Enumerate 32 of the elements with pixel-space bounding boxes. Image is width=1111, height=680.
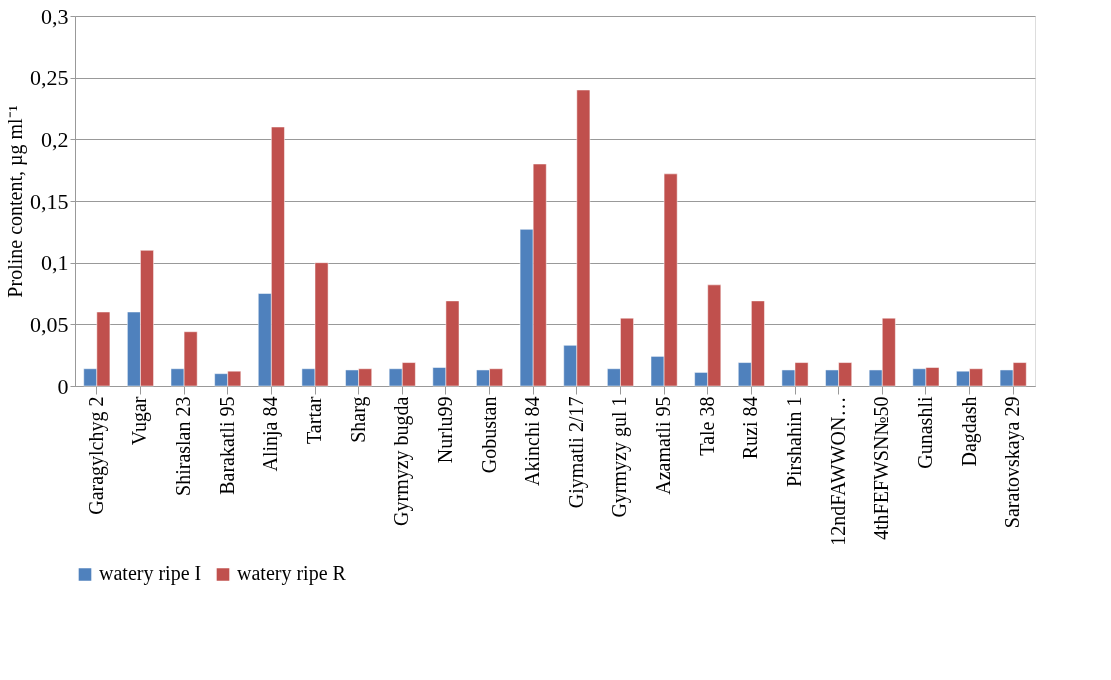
x-tick-label: Gyrmyzy gul 1: [608, 396, 632, 518]
y-tick-label: 0,15: [30, 188, 69, 214]
x-tick-label: Saratovskaya 29: [1001, 396, 1025, 529]
x-tick-label: Vugar: [128, 396, 152, 446]
x-tick-label: Akinchi 84: [521, 396, 544, 486]
x-tick-label: Alinja 84: [259, 396, 283, 472]
legend-label: watery ripe R: [237, 562, 347, 586]
y-tick-label: 0,2: [41, 126, 69, 152]
y-tick-label: 0,3: [41, 3, 69, 29]
x-tick-label: Gyrmyzy bugda: [390, 396, 414, 526]
y-tick-label: 0,25: [30, 65, 69, 91]
x-tick-label: Tartar: [303, 396, 325, 444]
x-tick-label: Giymatli 2/17: [564, 396, 588, 509]
x-tick-label: Tale 38: [695, 396, 718, 456]
x-tick-label: Dagdash: [957, 396, 981, 467]
x-tick-label: Nurlu99: [433, 396, 456, 464]
y-tick-label: 0,05: [30, 311, 69, 337]
x-tick-label: Garagylchyg 2: [84, 396, 108, 515]
legend-label: watery ripe I: [99, 562, 202, 586]
x-tick-label: Ruzi 84: [739, 396, 762, 460]
x-tick-label: Sharg: [346, 396, 370, 443]
y-tick-label: 0: [57, 373, 69, 399]
x-tick-label: 12ndFAWWON…: [826, 396, 849, 546]
x-tick-label: 4thFEFWSN№50: [870, 396, 893, 541]
y-tick-label: 0,1: [41, 250, 69, 276]
x-tick-label: Gunashli: [913, 396, 936, 469]
x-tick-label: Barakatli 95: [215, 396, 238, 495]
y-axis-title: Proline content, µg ml⁻¹: [4, 105, 27, 298]
x-tick-label: Azamatli 95: [652, 396, 675, 495]
x-tick-label: Shiraslan 23: [172, 396, 195, 496]
x-tick-label: Gobustan: [477, 396, 500, 474]
x-tick-label: Pirshahin 1: [783, 396, 805, 488]
